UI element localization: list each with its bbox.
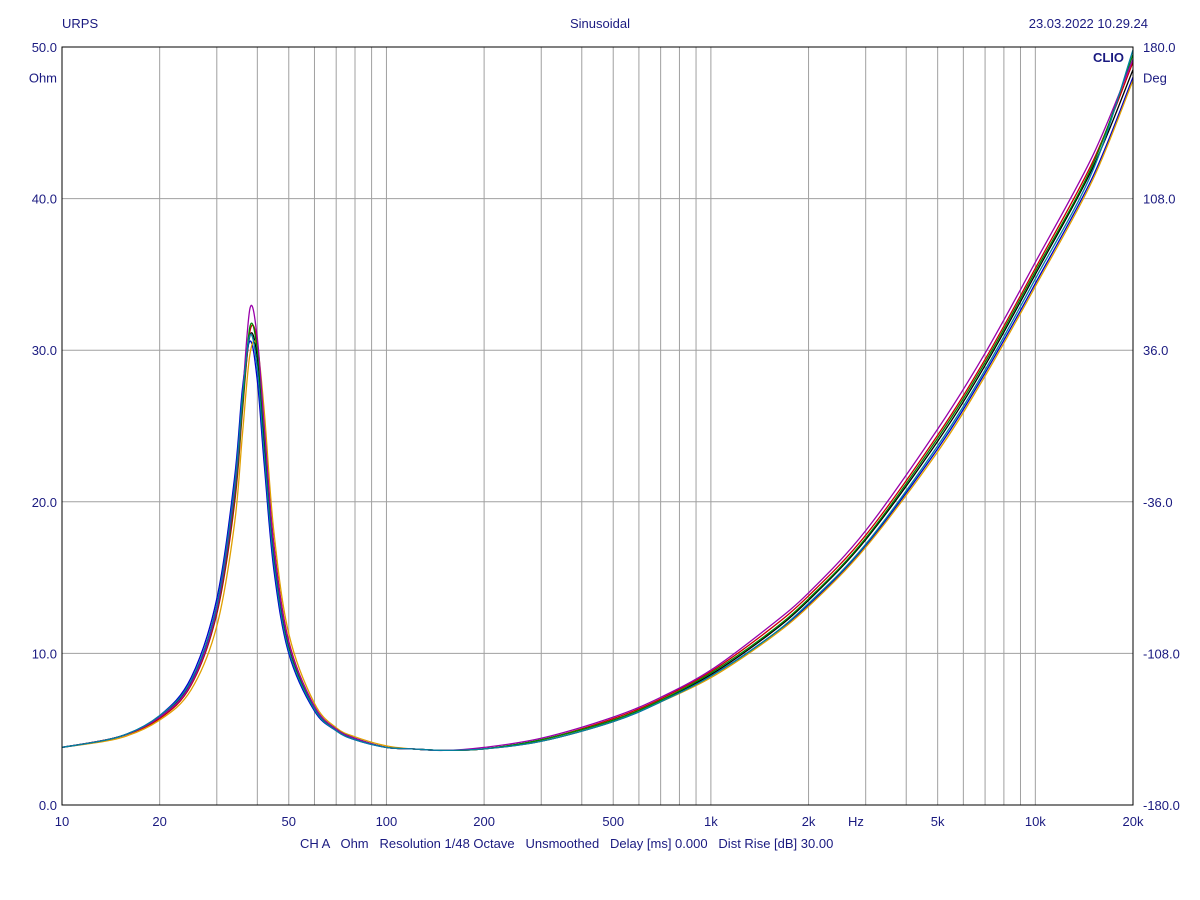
footer-settings: CH A Ohm Resolution 1/48 Octave Unsmooth… <box>300 836 833 851</box>
x-tick-label: 200 <box>473 814 495 829</box>
impedance-curve-4 <box>61 80 1134 752</box>
x-axis-label: Hz <box>848 814 864 829</box>
y2-axis-label: Deg <box>1143 70 1167 85</box>
x-tick-label: 10k <box>1025 814 1046 829</box>
x-tick-label: 100 <box>376 814 398 829</box>
x-tick-label: 20k <box>1123 814 1144 829</box>
chart-frame <box>61 46 1134 806</box>
brand-logo: CLIO <box>1093 50 1124 65</box>
impedance-curve-6 <box>61 58 1134 752</box>
y2-tick-label: -180.0 <box>1143 798 1180 813</box>
footer-channel: CH A <box>300 836 330 851</box>
footer-resolution: Resolution 1/48 Octave <box>379 836 515 851</box>
footer-smoothing: Unsmoothed <box>525 836 600 851</box>
y-tick-label: 20.0 <box>32 495 57 510</box>
y2-tick-label: -36.0 <box>1143 495 1173 510</box>
x-tick-label: 500 <box>602 814 624 829</box>
header-center-title: Sinusoidal <box>570 16 630 31</box>
x-tick-label: 5k <box>931 814 945 829</box>
y2-tick-label: -108.0 <box>1143 646 1180 661</box>
chart-tick-labels: 10 20 50 100 200 500 1k 2k 5k 10k 20k Hz 0.0 10.0 20.0… <box>29 40 1180 829</box>
y2-tick-label: 180.0 <box>1143 40 1176 55</box>
footer-dist-rise: Dist Rise [dB] 30.00 <box>718 836 834 851</box>
x-tick-label: 20 <box>152 814 166 829</box>
header-left-title: URPS <box>62 16 99 31</box>
x-tick-label: 50 <box>282 814 296 829</box>
x-tick-label: 10 <box>55 814 69 829</box>
y-tick-label: 50.0 <box>32 40 57 55</box>
y-tick-label: 10.0 <box>32 646 57 661</box>
y2-tick-label: 108.0 <box>1143 192 1176 207</box>
header-timestamp: 23.03.2022 10.29.24 <box>1028 16 1148 31</box>
x-tick-label: 1k <box>704 814 718 829</box>
y-tick-label: 40.0 <box>32 192 57 207</box>
chart-grid <box>62 47 1133 805</box>
impedance-curve-5 <box>61 54 1134 752</box>
y-tick-label: 0.0 <box>39 798 57 813</box>
footer-delay: Delay [ms] 0.000 <box>610 836 708 851</box>
x-tick-label: 2k <box>802 814 816 829</box>
y-tick-label: 30.0 <box>32 343 57 358</box>
impedance-curve-2 <box>61 61 1134 752</box>
impedance-curve-3 <box>61 77 1134 752</box>
impedance-curve-1 <box>61 69 1134 752</box>
chart-series <box>61 49 1134 752</box>
impedance-curve-7 <box>61 49 1134 752</box>
footer-unit: Ohm <box>340 836 369 851</box>
y2-tick-label: 36.0 <box>1143 343 1168 358</box>
y-axis-label: Ohm <box>29 70 57 85</box>
